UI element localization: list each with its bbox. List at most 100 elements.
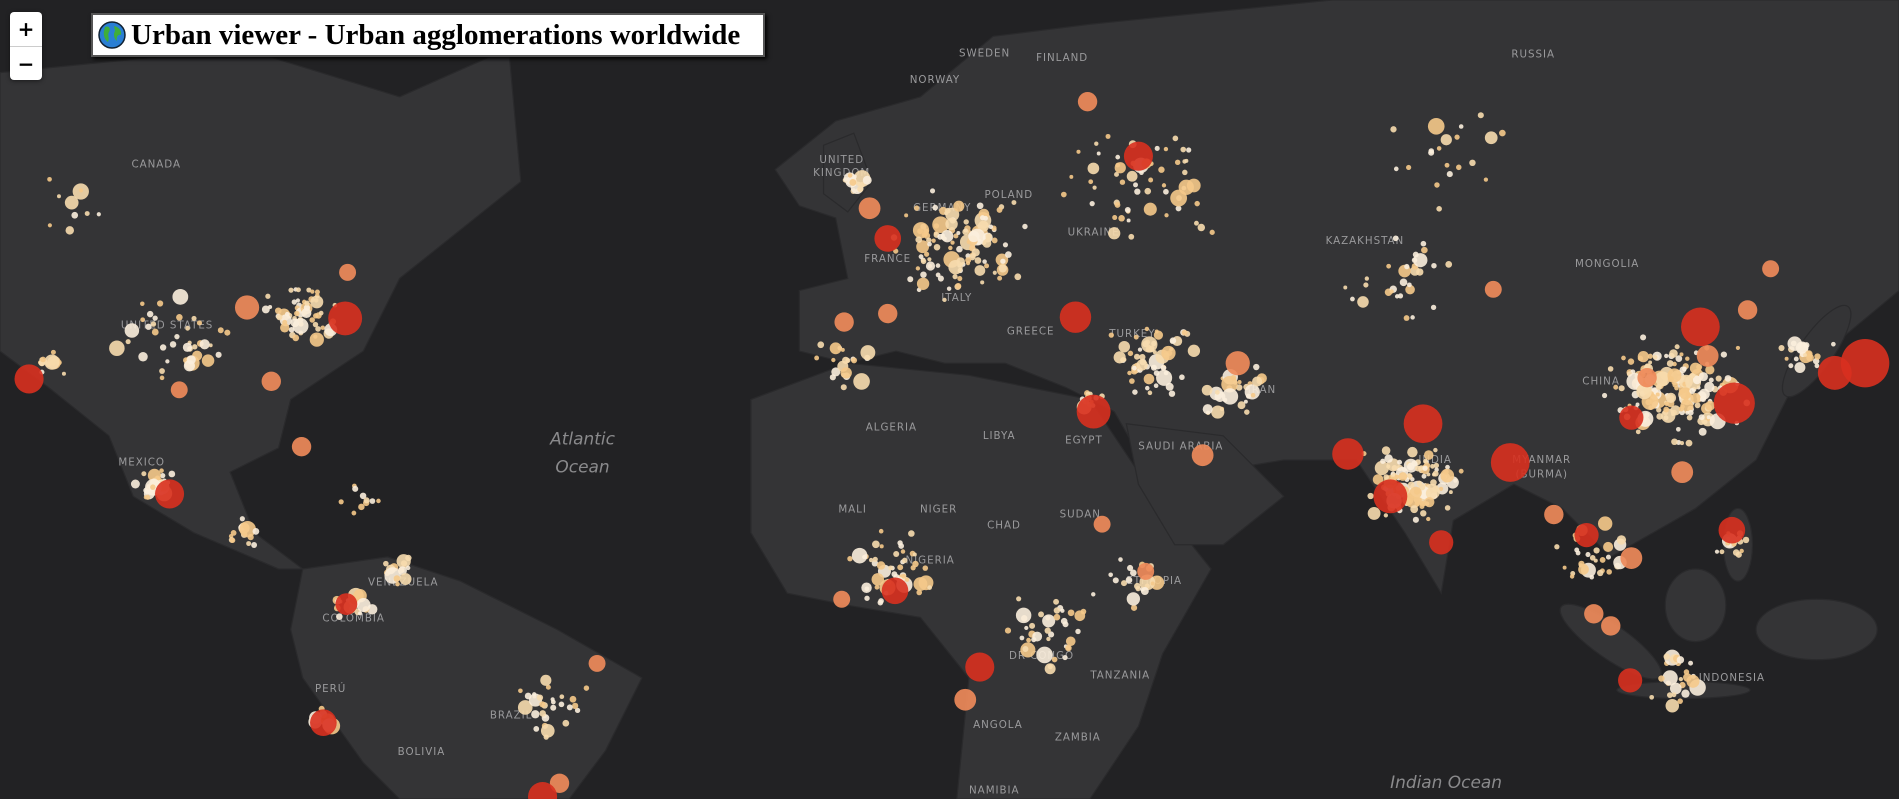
city-marker[interactable] — [955, 282, 962, 290]
city-marker[interactable] — [1209, 229, 1215, 235]
city-marker[interactable] — [150, 484, 156, 490]
city-marker[interactable] — [328, 301, 363, 336]
city-marker[interactable] — [1484, 131, 1498, 145]
city-marker[interactable] — [1130, 604, 1138, 611]
city-marker[interactable] — [1414, 502, 1419, 507]
city-marker[interactable] — [1186, 147, 1192, 153]
city-marker[interactable] — [229, 537, 236, 544]
city-marker[interactable] — [1392, 235, 1399, 242]
city-marker[interactable] — [558, 701, 565, 708]
city-marker[interactable] — [932, 216, 949, 234]
city-marker[interactable] — [292, 318, 309, 334]
city-marker[interactable] — [64, 195, 79, 210]
city-marker[interactable] — [1431, 262, 1437, 269]
city-marker[interactable] — [1606, 569, 1612, 575]
city-marker[interactable] — [1372, 474, 1384, 485]
city-marker[interactable] — [1662, 670, 1678, 686]
city-marker[interactable] — [1391, 465, 1398, 471]
city-marker[interactable] — [1640, 334, 1647, 341]
city-marker[interactable] — [1053, 613, 1061, 621]
city-marker[interactable] — [1597, 569, 1604, 577]
city-marker[interactable] — [1410, 315, 1415, 320]
city-marker[interactable] — [937, 233, 944, 240]
city-marker[interactable] — [1153, 383, 1159, 388]
city-marker[interactable] — [369, 498, 376, 504]
city-marker[interactable] — [847, 556, 853, 562]
city-marker[interactable] — [157, 300, 164, 307]
city-marker[interactable] — [1412, 516, 1419, 523]
city-marker[interactable] — [907, 276, 914, 283]
city-marker[interactable] — [1179, 374, 1185, 381]
city-marker[interactable] — [1065, 636, 1076, 647]
city-marker[interactable] — [1133, 334, 1139, 340]
city-marker[interactable] — [1649, 694, 1655, 700]
city-marker[interactable] — [976, 202, 984, 210]
city-marker[interactable] — [1490, 443, 1530, 482]
city-marker[interactable] — [1121, 580, 1128, 587]
city-marker[interactable] — [1616, 535, 1627, 545]
city-marker[interactable] — [935, 263, 941, 268]
city-marker[interactable] — [988, 224, 994, 230]
city-marker[interactable] — [1692, 375, 1702, 385]
city-marker[interactable] — [1444, 162, 1450, 168]
city-marker[interactable] — [1445, 261, 1453, 268]
city-marker[interactable] — [159, 344, 167, 351]
city-marker[interactable] — [1145, 385, 1150, 391]
city-marker[interactable] — [1416, 480, 1423, 487]
city-marker[interactable] — [1143, 373, 1155, 385]
city-marker[interactable] — [1168, 390, 1176, 397]
city-marker[interactable] — [1840, 338, 1890, 388]
city-marker[interactable] — [306, 287, 312, 293]
city-marker[interactable] — [1042, 614, 1056, 628]
city-marker[interactable] — [950, 240, 955, 245]
city-marker[interactable] — [1225, 351, 1250, 376]
city-marker[interactable] — [1089, 200, 1095, 207]
city-marker[interactable] — [1666, 692, 1673, 699]
city-marker[interactable] — [395, 581, 400, 587]
city-marker[interactable] — [1221, 375, 1238, 393]
city-marker[interactable] — [1724, 375, 1732, 382]
city-marker[interactable] — [1127, 370, 1132, 376]
city-marker[interactable] — [588, 654, 606, 672]
city-marker[interactable] — [1635, 402, 1640, 407]
city-marker[interactable] — [47, 176, 52, 182]
city-marker[interactable] — [174, 334, 180, 340]
city-marker[interactable] — [948, 245, 953, 251]
city-marker[interactable] — [1578, 560, 1585, 568]
city-marker[interactable] — [1671, 461, 1694, 484]
city-marker[interactable] — [953, 200, 965, 212]
city-marker[interactable] — [531, 710, 540, 719]
city-marker[interactable] — [932, 204, 939, 211]
city-marker[interactable] — [860, 345, 876, 360]
city-marker[interactable] — [1147, 390, 1153, 396]
city-marker[interactable] — [1381, 446, 1391, 455]
city-marker[interactable] — [877, 599, 884, 606]
city-marker[interactable] — [1679, 366, 1687, 374]
city-marker[interactable] — [1620, 547, 1643, 569]
city-marker[interactable] — [1383, 474, 1390, 480]
city-marker[interactable] — [159, 472, 166, 479]
city-marker[interactable] — [309, 317, 315, 323]
city-marker[interactable] — [1705, 365, 1715, 375]
city-marker[interactable] — [1423, 458, 1428, 464]
city-marker[interactable] — [1197, 223, 1206, 232]
city-marker[interactable] — [196, 320, 203, 326]
city-marker[interactable] — [1221, 388, 1239, 405]
city-marker[interactable] — [239, 520, 256, 538]
city-marker[interactable] — [992, 270, 997, 275]
city-marker[interactable] — [872, 540, 880, 549]
city-marker[interactable] — [871, 573, 885, 586]
city-marker[interactable] — [1201, 384, 1213, 396]
city-marker[interactable] — [944, 211, 949, 216]
city-marker[interactable] — [945, 207, 960, 222]
city-marker[interactable] — [1682, 399, 1687, 404]
city-marker[interactable] — [1154, 145, 1160, 151]
city-marker[interactable] — [1420, 240, 1427, 247]
city-marker[interactable] — [285, 311, 290, 317]
city-marker[interactable] — [1350, 296, 1355, 302]
city-marker[interactable] — [941, 230, 954, 243]
city-marker[interactable] — [320, 325, 326, 330]
city-marker[interactable] — [1705, 400, 1715, 411]
city-marker[interactable] — [840, 347, 845, 352]
city-marker[interactable] — [1426, 516, 1431, 522]
